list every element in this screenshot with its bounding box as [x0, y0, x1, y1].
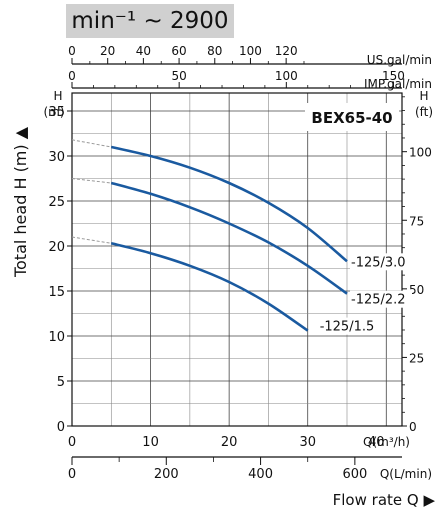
y-axis-name: H [53, 89, 62, 103]
x-tick-label: 40 [368, 435, 385, 450]
lmin-tick-label: 0 [68, 467, 76, 482]
ft-axis-unit: (ft) [415, 105, 433, 119]
series-line [110, 242, 309, 332]
y-tick-label: 15 [48, 285, 65, 300]
y-axis-title: Total head H (m) ▲ [11, 126, 30, 278]
ft-tick-label: 75 [409, 214, 424, 228]
us-tick-label: 100 [239, 44, 262, 58]
series-extrapolation [71, 236, 112, 244]
lmin-tick-label: 200 [154, 467, 179, 482]
series-label: -125/1.5 [320, 320, 375, 335]
series-label-bg [350, 253, 412, 271]
lmin-tick-label: 600 [342, 467, 367, 482]
x-tick-label: 20 [221, 435, 238, 450]
series-line [111, 145, 348, 263]
x-tick-label: 30 [299, 435, 316, 450]
imp-tick-label: 50 [172, 69, 187, 83]
series-extrapolation [71, 139, 112, 148]
title-bg [305, 103, 399, 131]
speed-label: min⁻¹ ~ 2900 [71, 8, 229, 34]
us-tick-label: 20 [100, 44, 115, 58]
ft-tick-label: 50 [409, 283, 424, 297]
lmin-axis-unit: Q(L/min) [380, 467, 432, 481]
us-tick-label: 80 [207, 44, 222, 58]
ft-tick-label: 0 [409, 420, 417, 434]
y-tick-label: 30 [48, 150, 65, 165]
series-label: -125/3.0 [351, 255, 406, 270]
lmin-tick-label: 400 [248, 467, 273, 482]
imp-tick-label: 150 [382, 69, 405, 83]
series-extrapolation [71, 178, 112, 184]
y-tick-label: 0 [57, 420, 65, 435]
y-tick-label: 5 [57, 375, 65, 390]
x-axis-unit: Q(m³/h) [363, 435, 410, 449]
y-tick-label: 35 [48, 105, 65, 120]
x-tick-label: 0 [68, 435, 76, 450]
us-axis-unit: US.gal/min [367, 53, 432, 67]
series-label: -125/2.2 [351, 293, 406, 308]
imp-tick-label: 100 [275, 69, 298, 83]
speed-banner: min⁻¹ ~ 2900 [66, 4, 234, 38]
us-tick-label: 40 [136, 44, 151, 58]
series-line [110, 181, 348, 295]
grid [71, 93, 402, 427]
y-tick-label: 10 [48, 330, 65, 345]
imp-tick-label: 0 [68, 69, 76, 83]
y-axis-unit: (m) [43, 105, 64, 119]
y-tick-label: 20 [48, 240, 65, 255]
ft-axis-name: H [419, 89, 428, 103]
x-axis-title: Flow rate Q ▶ [333, 491, 436, 509]
x-tick-label: 10 [142, 435, 159, 450]
y-tick-label: 25 [48, 195, 65, 210]
us-tick-label: 0 [68, 44, 76, 58]
ft-tick-label: 100 [409, 146, 432, 160]
series-label-bg [318, 317, 381, 335]
imp-axis-unit: IMP.gal/min [364, 77, 432, 91]
chart-title: BEX65-40 [311, 109, 392, 127]
us-tick-label: 60 [171, 44, 186, 58]
series-label-bg [350, 290, 412, 308]
us-tick-label: 120 [275, 44, 298, 58]
ft-tick-label: 25 [409, 351, 424, 365]
